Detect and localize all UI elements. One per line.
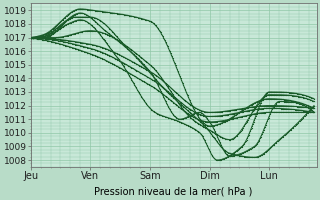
X-axis label: Pression niveau de la mer( hPa ): Pression niveau de la mer( hPa ) — [94, 187, 253, 197]
